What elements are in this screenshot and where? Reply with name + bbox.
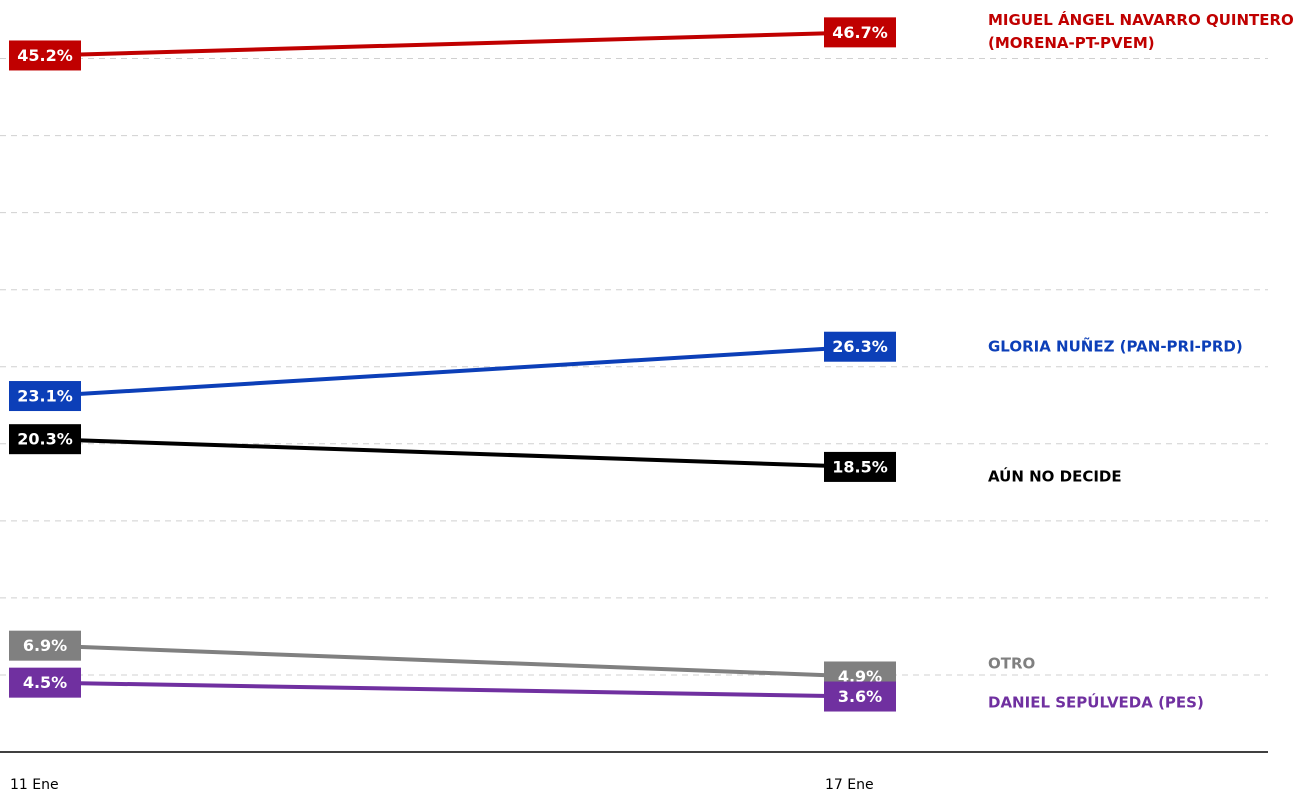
data-label: 18.5% [832,457,888,476]
data-label: 46.7% [832,23,888,42]
data-label: 6.9% [23,636,67,655]
series-label: GLORIA NUÑEZ (PAN-PRI-PRD) [988,337,1243,356]
data-label: 45.2% [17,46,73,65]
series-line [44,437,861,469]
data-label: 3.6% [838,687,882,706]
data-label: 20.3% [17,430,73,449]
series-label: DANIEL SEPÚLVEDA (PES) [988,693,1204,712]
value-box [9,381,81,412]
series-line [44,344,861,399]
x-tick-label: 17 Ene [825,777,874,793]
data-label: 4.9% [838,667,882,686]
value-box [824,331,896,362]
value-box [824,17,896,48]
series-line [44,680,861,699]
series-label: AÚN NO DECIDE [988,467,1122,486]
value-box [9,630,81,661]
series-line [44,643,861,679]
value-box [9,667,81,698]
value-box [9,40,81,71]
value-box [9,424,81,455]
series-label: OTRO [988,654,1036,673]
value-box [824,681,896,712]
x-tick-label: 11 Ene [10,777,59,793]
data-label: 23.1% [17,387,73,406]
series-label: MIGUEL ÁNGEL NAVARRO QUINTERO (MORENA-PT… [988,11,1294,53]
value-box [824,451,896,482]
data-label: 26.3% [832,337,888,356]
series-line [44,30,861,58]
data-label: 4.5% [23,673,67,692]
